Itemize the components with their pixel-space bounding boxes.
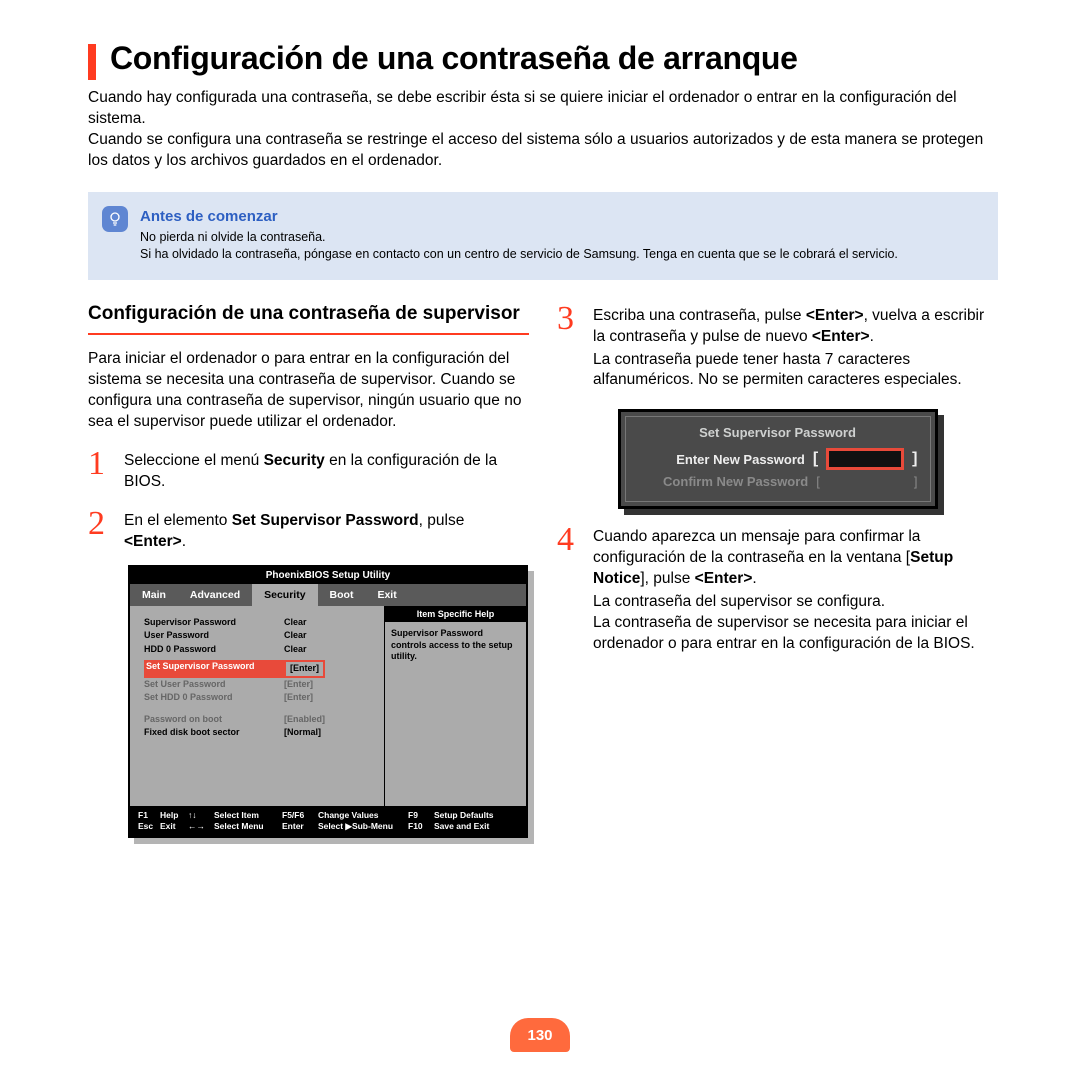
step-number: 1 [88, 447, 114, 493]
bios-row-value: [Normal] [284, 726, 376, 740]
bios-key-label: Change Values [318, 810, 408, 820]
bios-row-value: Clear [284, 616, 376, 630]
step-number: 4 [557, 523, 583, 655]
bios-key: F1 [138, 810, 160, 820]
bios-row-label: Set HDD 0 Password [144, 691, 284, 705]
bios-screenshot: PhoenixBIOS Setup Utility Main Advanced … [128, 565, 528, 838]
bios-key: Esc [138, 821, 160, 832]
step-4-text-d: La contraseña del supervisor se configur… [593, 592, 998, 613]
bios-row-value: [Enabled] [284, 713, 376, 727]
bios-key: ↑↓ [188, 810, 214, 820]
step-1-bold: Security [264, 452, 325, 469]
bios-tab-exit: Exit [365, 584, 408, 606]
step-4: 4 Cuando aparezca un mensaje para confir… [557, 523, 998, 655]
tip-line-2: Si ha olvidado la contraseña, póngase en… [140, 246, 980, 264]
bios-row-label-highlighted: Set Supervisor Password [144, 660, 284, 678]
page-title: Configuración de una contraseña de arran… [110, 40, 798, 77]
password-input-highlight [826, 448, 904, 470]
step-number: 2 [88, 507, 114, 553]
bios-key-label: Help [160, 810, 188, 820]
tip-title: Antes de comenzar [140, 208, 980, 225]
bios-help-panel: Item Specific Help Supervisor Password c… [384, 606, 526, 806]
password-dialog: Set Supervisor Password Enter New Passwo… [618, 409, 938, 509]
bios-left-panel: Supervisor PasswordClear User PasswordCl… [130, 606, 384, 806]
step-2-bold-a: Set Supervisor Password [232, 512, 419, 529]
bios-row-label: HDD 0 Password [144, 643, 284, 657]
step-4-text-a: Cuando aparezca un mensaje para confirma… [593, 528, 920, 566]
step-2-text-c: . [182, 533, 186, 550]
bios-row-value: [Enter] [284, 678, 376, 692]
page-number-badge: 130 [510, 1018, 570, 1052]
step-4-text-c: . [752, 570, 756, 587]
lightbulb-icon [102, 206, 128, 232]
password-dialog-title: Set Supervisor Password [626, 417, 930, 446]
bios-key: F10 [408, 821, 434, 832]
section-paragraph: Para iniciar el ordenador o para entrar … [88, 349, 529, 433]
password-label-new: Enter New Password [638, 452, 805, 467]
bios-row-label: Set User Password [144, 678, 284, 692]
bios-row-label: Supervisor Password [144, 616, 284, 630]
step-4-text-e: La contraseña de supervisor se necesita … [593, 613, 998, 655]
step-3-text-d: La contraseña puede tener hasta 7 caract… [593, 351, 962, 389]
bios-row-label: Fixed disk boot sector [144, 726, 284, 740]
step-number: 3 [557, 302, 583, 392]
bios-key-label: Select ▶Sub-Menu [318, 821, 408, 832]
bracket: [ [816, 474, 820, 489]
bios-tab-security: Security [252, 584, 317, 606]
bracket: [ [813, 450, 818, 468]
bios-key-label: Save and Exit [434, 821, 518, 832]
step-2-text-a: En el elemento [124, 512, 232, 529]
bios-tabs: Main Advanced Security Boot Exit [130, 584, 526, 606]
step-3-bold-a: <Enter> [806, 307, 864, 324]
step-3-text-a: Escriba una contraseña, pulse [593, 307, 806, 324]
bios-key-label: Exit [160, 821, 188, 832]
title-accent-bar [88, 44, 96, 80]
bios-key-label: Setup Defaults [434, 810, 518, 820]
step-1-text-a: Seleccione el menú [124, 452, 264, 469]
step-4-bold-b: <Enter> [695, 570, 753, 587]
bios-title: PhoenixBIOS Setup Utility [130, 567, 526, 584]
bios-key: F9 [408, 810, 434, 820]
bios-row-label: Password on boot [144, 713, 284, 727]
bios-row-value: [Enter] [284, 691, 376, 705]
bios-tab-main: Main [130, 584, 178, 606]
bracket: ] [914, 474, 918, 489]
bracket: ] [912, 450, 917, 468]
bios-key: Enter [282, 821, 318, 832]
bios-key-label: Select Item [214, 810, 282, 820]
bios-row-label: User Password [144, 629, 284, 643]
section-heading: Configuración de una contraseña de super… [88, 302, 529, 336]
bios-key: F5/F6 [282, 810, 318, 820]
bios-help-text: Supervisor Password controls access to t… [385, 622, 526, 669]
step-3-text-c: . [870, 328, 874, 345]
password-label-confirm: Confirm New Password [638, 474, 809, 489]
bios-help-header: Item Specific Help [385, 606, 526, 622]
bios-footer: F1 Help ↑↓ Select Item F5/F6 Change Valu… [130, 806, 526, 836]
intro-paragraph-2: Cuando se configura una contraseña se re… [88, 130, 998, 172]
step-1: 1 Seleccione el menú Security en la conf… [88, 447, 529, 493]
bios-tab-boot: Boot [318, 584, 366, 606]
tip-line-1: No pierda ni olvide la contraseña. [140, 229, 980, 247]
bios-row-value: Clear [284, 643, 376, 657]
step-3-bold-b: <Enter> [812, 328, 870, 345]
bios-row-value-highlighted: [Enter] [284, 660, 325, 678]
step-4-text-b: ], pulse [640, 570, 694, 587]
step-2-text-b: , pulse [419, 512, 465, 529]
bios-key-label: Select Menu [214, 821, 282, 832]
bios-row-value: Clear [284, 629, 376, 643]
step-3: 3 Escriba una contraseña, pulse <Enter>,… [557, 302, 998, 392]
bios-tab-advanced: Advanced [178, 584, 252, 606]
step-2-bold-b: <Enter> [124, 533, 182, 550]
intro-paragraph-1: Cuando hay configurada una contraseña, s… [88, 88, 998, 130]
tip-box: Antes de comenzar No pierda ni olvide la… [88, 192, 998, 280]
step-2: 2 En el elemento Set Supervisor Password… [88, 507, 529, 553]
bios-key: ←→ [188, 821, 214, 832]
